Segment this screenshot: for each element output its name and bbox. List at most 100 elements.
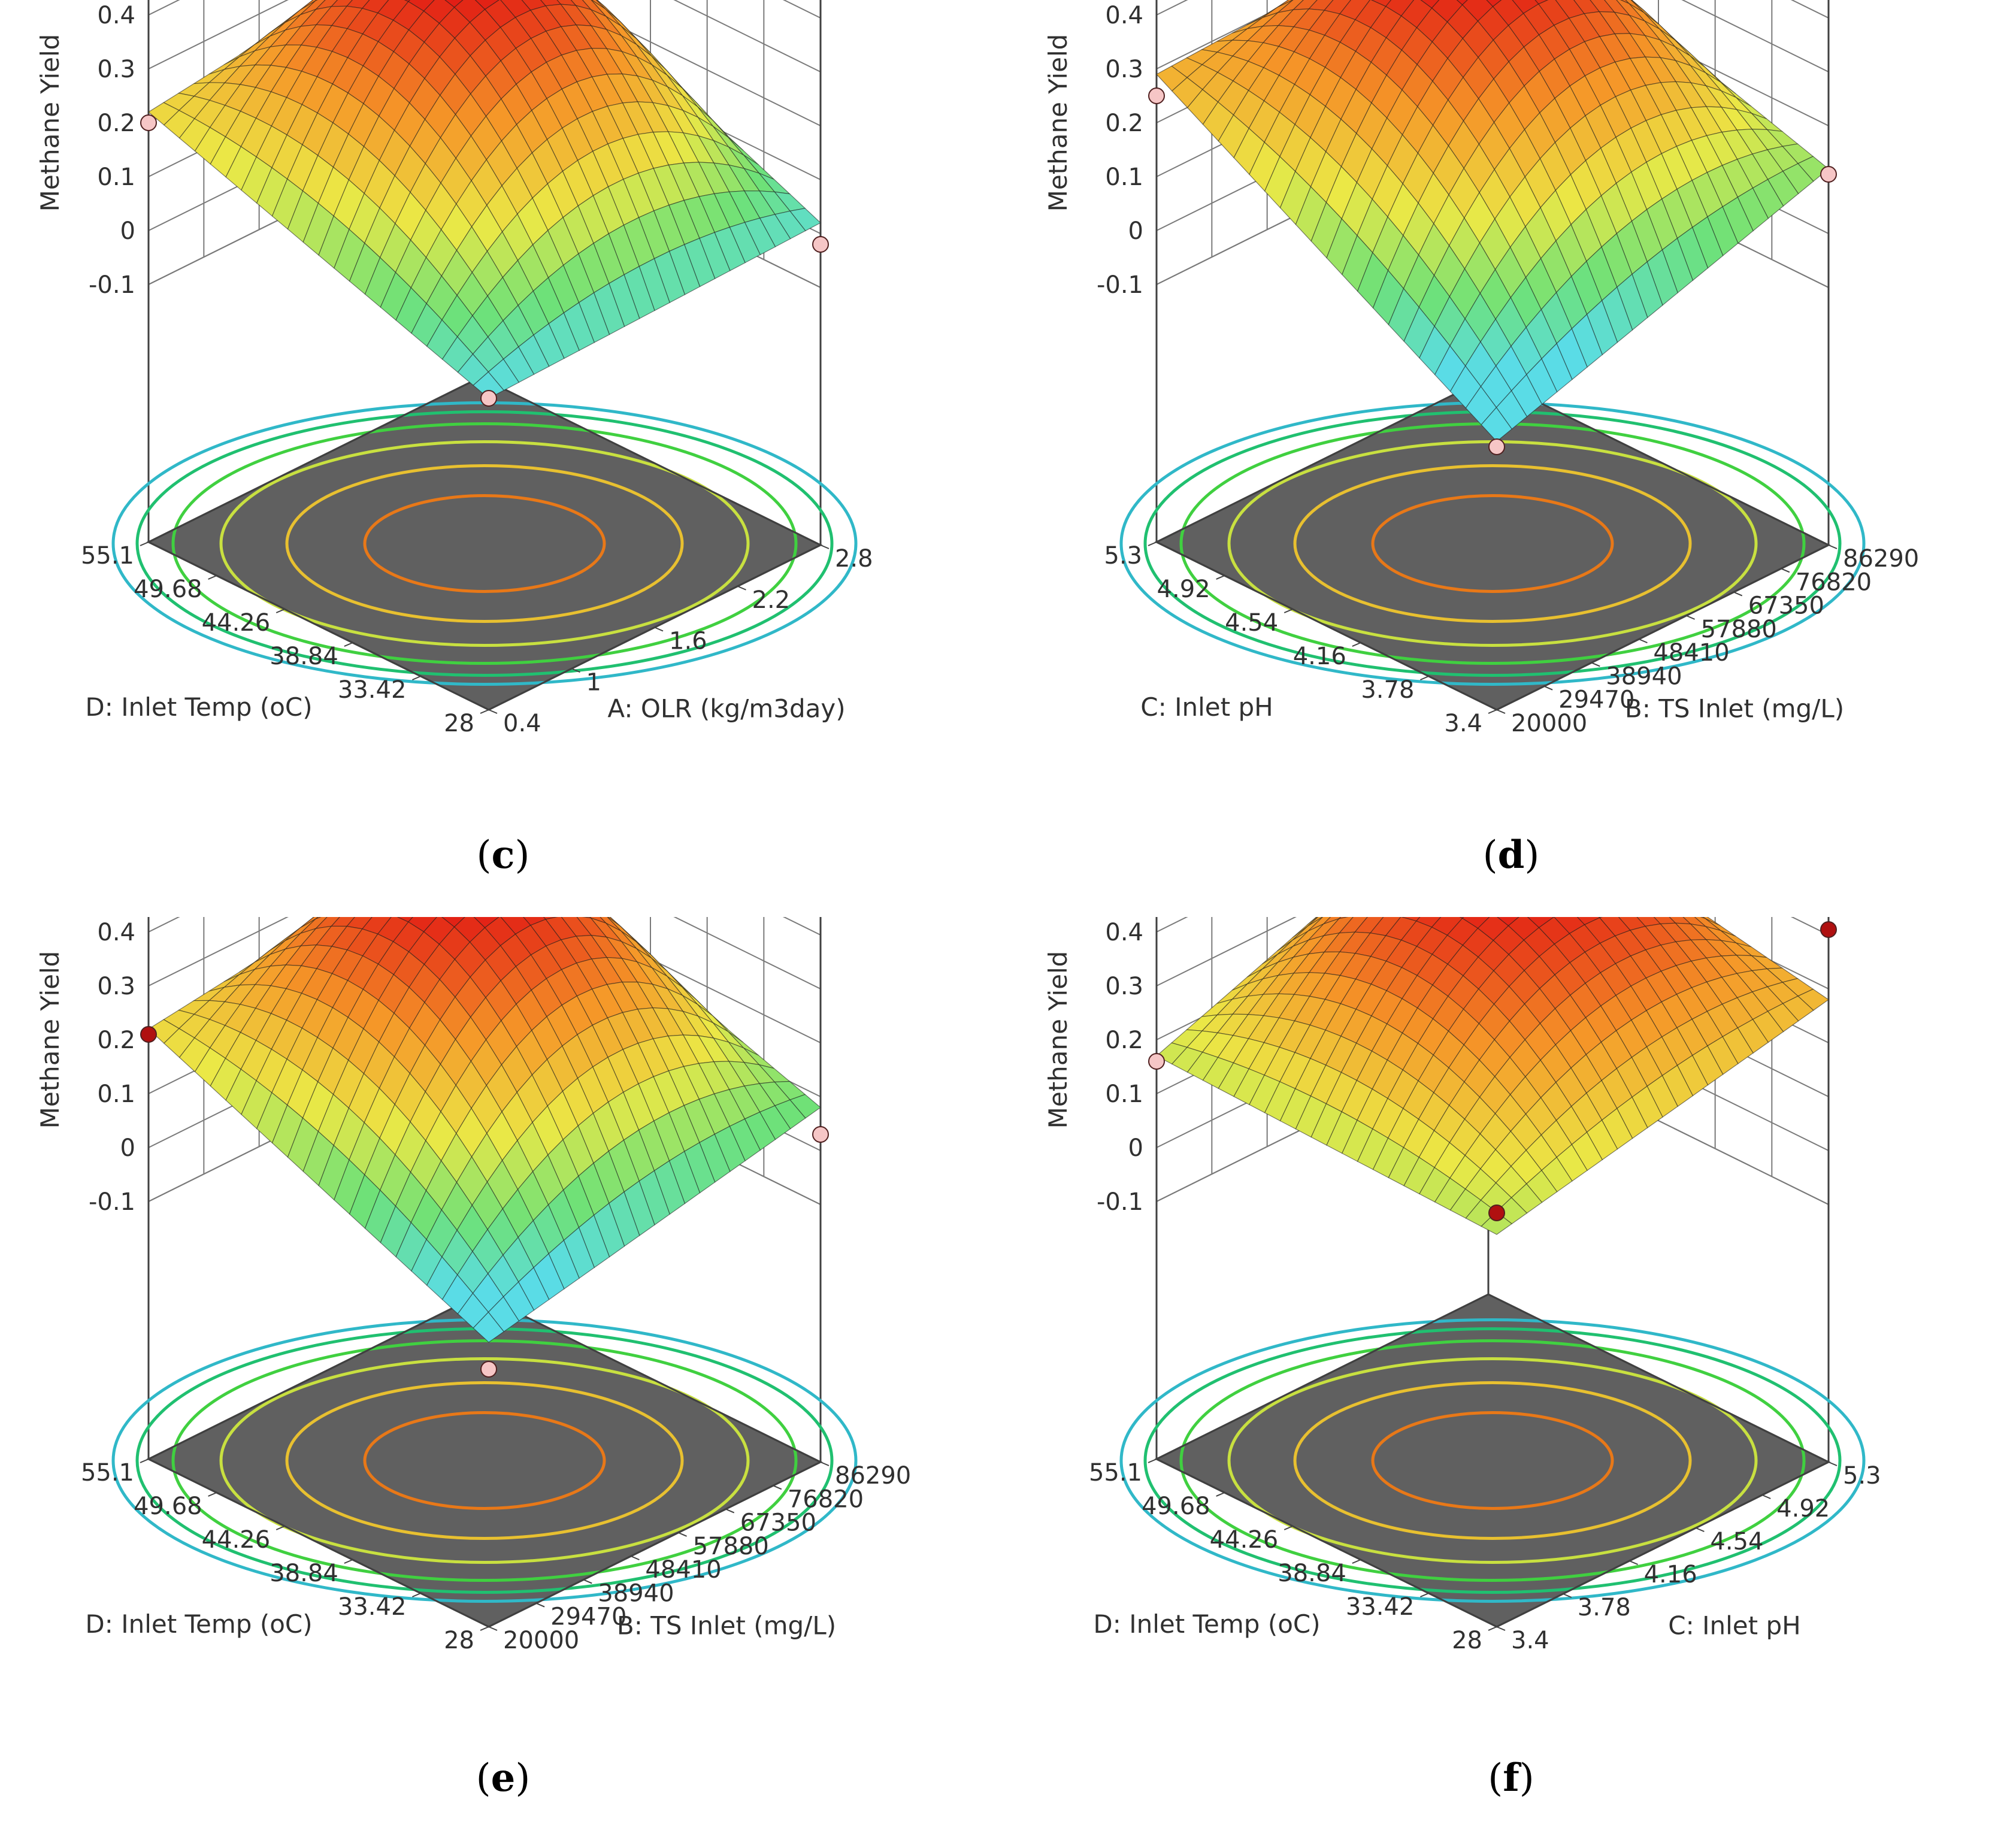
chart-e-ytick-2: 38.84 [270, 1560, 338, 1587]
chart-d-ztick-4: 0.1 [1105, 164, 1143, 191]
chart-e-zlabel: Methane Yield [35, 951, 65, 1129]
chart-f-xtick-0: 3.4 [1511, 1627, 1549, 1654]
chart-e-ytick-0: 28 [444, 1627, 474, 1654]
chart-d-ytick-1: 3.78 [1361, 676, 1414, 704]
chart-d-contour-1 [1293, 464, 1692, 623]
chart-d-ytick-0: 3.4 [1444, 710, 1482, 737]
chart-f-mesh-21-21 [1481, 1211, 1513, 1235]
chart-f-ztick-6: -0.1 [1097, 1188, 1143, 1216]
chart-c-contour-2 [219, 440, 750, 647]
chart-f-ytickmark-1 [1420, 1593, 1429, 1597]
chart-f-contour-0 [1371, 1411, 1614, 1510]
chart-d-point-1 [1820, 166, 1837, 183]
chart-e-contour-3 [171, 1339, 798, 1582]
chart-d-ztick-5: 0 [1128, 217, 1143, 245]
chart-e-xtickmark-3 [631, 1555, 640, 1561]
chart-e-xtick-3: 48410 [645, 1556, 721, 1584]
chart-f-point-0 [1148, 1053, 1165, 1070]
chart-c-point-1 [812, 236, 829, 253]
chart-e-xtick-2: 38940 [598, 1579, 674, 1607]
chart-d-xtick-5: 67350 [1748, 592, 1824, 620]
chart-d-ztick-2: 0.3 [1105, 56, 1143, 83]
chart-c-xtick-1: 1 [586, 668, 601, 696]
chart-f-ztick-2: 0.3 [1105, 973, 1143, 1000]
chart-f-xtickmark-4 [1761, 1494, 1771, 1499]
chart-f-ztick-4: 0.1 [1105, 1081, 1143, 1108]
chart-d-ytick-3: 4.54 [1225, 609, 1278, 637]
chart-e-xlabel: B: TS Inlet (mg/L) [617, 1611, 836, 1641]
caption-e-letter: e [491, 1756, 516, 1800]
chart-e-ytick-3: 44.26 [202, 1526, 271, 1554]
chart-e-ztick-5: 0 [120, 1134, 135, 1162]
chart-d-ztick-3: 0.2 [1105, 110, 1143, 137]
chart-f-ytick-1: 33.42 [1346, 1593, 1415, 1621]
chart-d-ylabel: C: Inlet pH [1140, 692, 1273, 722]
chart-e-xtickmark-1 [535, 1602, 545, 1608]
chart-f-ztick-1: 0.4 [1105, 919, 1143, 946]
chart-c-ytick-4: 49.68 [134, 576, 202, 603]
chart-d-xtick-2: 38940 [1606, 662, 1682, 690]
chart-c-xtickmark-4 [820, 544, 830, 549]
chart-f-contour-1 [1293, 1381, 1692, 1540]
chart-f-xtick-2: 4.16 [1644, 1561, 1697, 1588]
chart-c-xlabel: A: OLR (kg/m3day) [607, 694, 845, 724]
chart-c-xtickmark-0 [488, 709, 498, 714]
chart-c-xtickmark-3 [737, 585, 746, 591]
chart-c-ztick-4: 0.1 [97, 164, 135, 191]
chart-c-ytickmark-2 [344, 642, 353, 647]
chart-c-contour-1 [285, 464, 684, 623]
chart-e-ytickmark-0 [480, 1626, 489, 1631]
chart-e-ylabel: D: Inlet Temp (oC) [85, 1609, 312, 1639]
caption-f-letter: f [1503, 1756, 1519, 1800]
chart-c-ztick-1: 0.4 [97, 2, 135, 29]
chart-e-ytick-4: 49.68 [134, 1493, 202, 1520]
chart-d-xtickmark-7 [1828, 544, 1838, 549]
chart-c-floor [146, 376, 823, 711]
chart-d-xtick-6: 76820 [1796, 568, 1872, 596]
chart-e-ztick-2: 0.3 [97, 973, 135, 1000]
chart-c-ylabel: D: Inlet Temp (oC) [85, 692, 312, 722]
chart-c-point-0 [140, 114, 157, 131]
chart-d-xtick-4: 57880 [1701, 616, 1777, 643]
chart-e-ytickmark-4 [208, 1492, 217, 1497]
chart-f-ztick-3: 0.2 [1105, 1027, 1143, 1054]
chart-d-xtickmark-1 [1543, 685, 1553, 691]
chart-d-point-0 [1148, 87, 1165, 104]
chart-f-contour-5 [1119, 1318, 1866, 1603]
chart-e-point-1 [812, 1126, 829, 1143]
chart-d-ytickmark-3 [1284, 609, 1293, 613]
chart-e-xtickmark-4 [678, 1532, 687, 1537]
chart-c-xtick-0: 0.4 [503, 710, 541, 737]
chart-c-contour-4 [135, 410, 834, 677]
chart-d-xtickmark-3 [1639, 638, 1648, 644]
chart-d-xtick-1: 29470 [1558, 686, 1634, 714]
chart-c-xtickmark-1 [571, 668, 580, 673]
chart-c-xtick-4: 2.8 [835, 545, 873, 573]
chart-e-xtickmark-7 [820, 1461, 830, 1466]
chart-e-xtick-5: 67350 [740, 1509, 816, 1537]
chart-d-ytick-2: 4.16 [1293, 643, 1346, 670]
chart-f-xtickmark-2 [1629, 1560, 1638, 1565]
chart-c-ytick-1: 33.42 [338, 676, 407, 704]
chart-f-ytickmark-5 [1148, 1458, 1157, 1463]
chart-f-ytick-5: 55.1 [1089, 1459, 1142, 1487]
chart-c-xtickmark-2 [654, 627, 664, 632]
chart-d-ytick-4: 4.92 [1157, 576, 1210, 603]
chart-e-contour-2 [219, 1357, 750, 1564]
chart-e-xtick-6: 76820 [788, 1485, 864, 1513]
chart-f-xtick-5: 5.3 [1843, 1462, 1881, 1490]
chart-f-ytickmark-4 [1216, 1492, 1225, 1497]
chart-f-ytick-3: 44.26 [1210, 1526, 1279, 1554]
chart-c-ytickmark-4 [208, 575, 217, 580]
chart-c-ytick-3: 44.26 [202, 609, 271, 637]
chart-f-xtickmark-1 [1563, 1593, 1572, 1598]
chart-f-point-2 [1488, 1204, 1505, 1221]
chart-f-xtick-3: 4.54 [1710, 1528, 1763, 1555]
chart-f-ytickmark-0 [1488, 1626, 1497, 1631]
chart-c-point-2 [480, 390, 497, 407]
